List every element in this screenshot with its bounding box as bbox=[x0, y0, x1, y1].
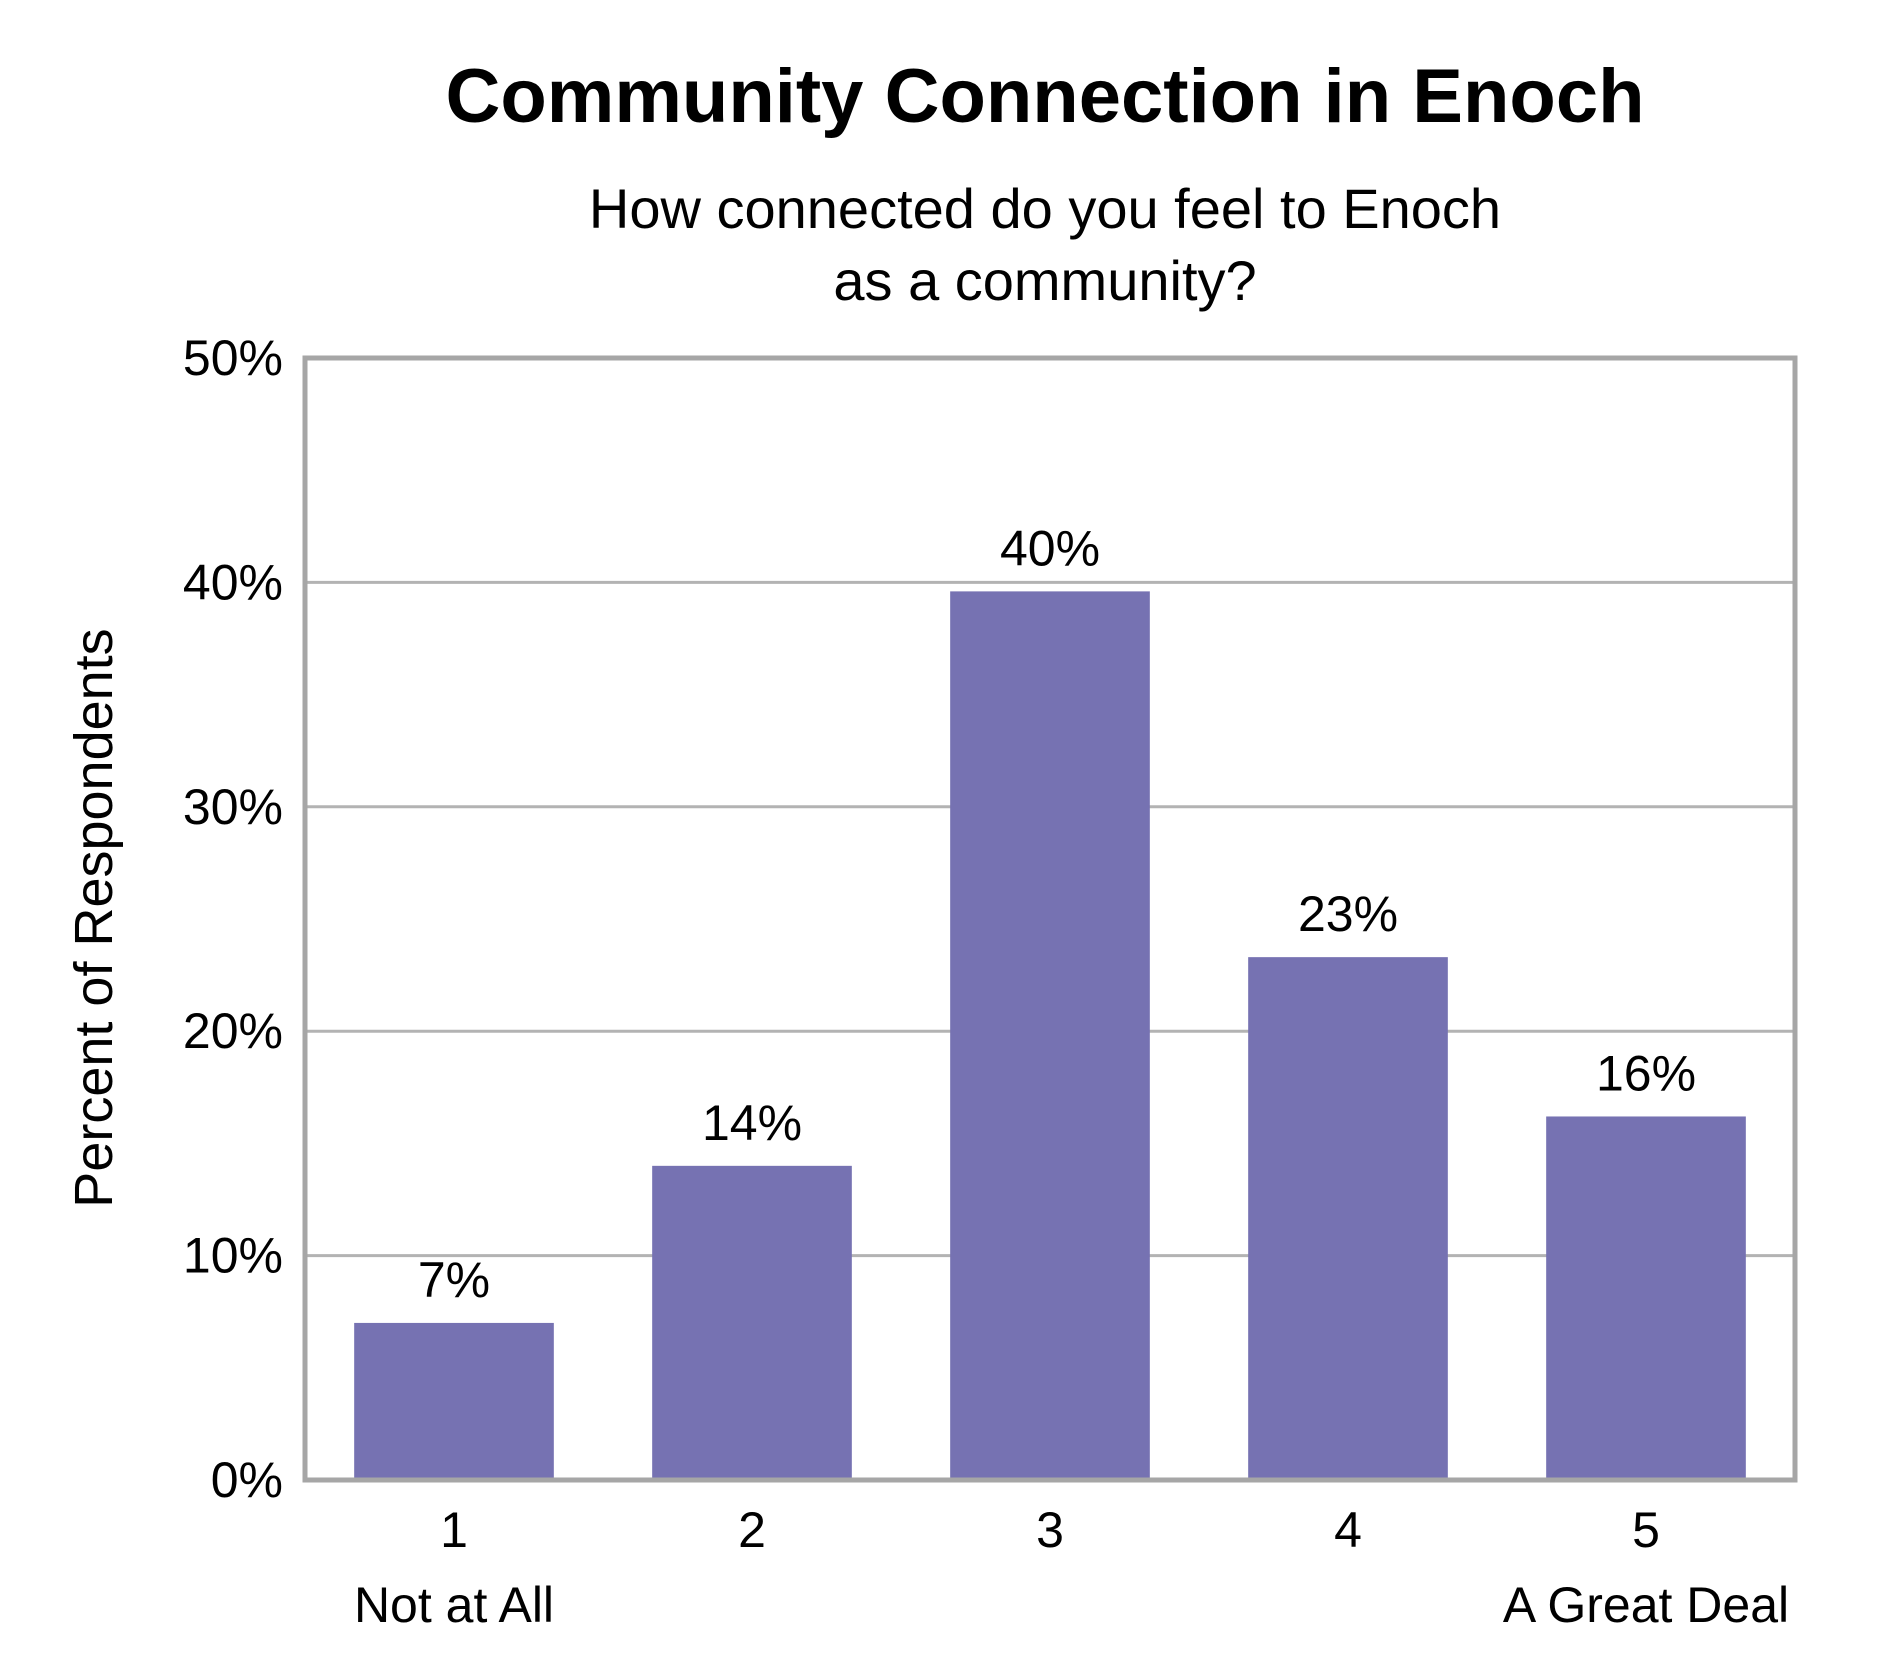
bar bbox=[1546, 1116, 1746, 1480]
data-label: 23% bbox=[1298, 886, 1398, 942]
data-label: 40% bbox=[1000, 520, 1100, 576]
x-tick-label: 2 bbox=[738, 1502, 766, 1558]
y-tick-label: 0% bbox=[211, 1452, 283, 1508]
bar bbox=[354, 1322, 554, 1480]
y-tick-label: 40% bbox=[183, 554, 283, 610]
x-tick-sublabel: A Great Deal bbox=[1503, 1577, 1789, 1633]
data-label: 16% bbox=[1596, 1045, 1696, 1101]
chart-subtitle-line-1: How connected do you feel to Enoch bbox=[589, 177, 1501, 240]
y-tick-label: 50% bbox=[183, 330, 283, 386]
y-tick-label: 30% bbox=[183, 779, 283, 835]
bar bbox=[652, 1165, 852, 1480]
bar bbox=[1248, 957, 1448, 1480]
x-tick-label: 5 bbox=[1632, 1502, 1660, 1558]
data-label: 7% bbox=[418, 1252, 490, 1308]
x-tick-sublabel: Not at All bbox=[354, 1577, 554, 1633]
y-axis-label: Percent of Respondents bbox=[64, 628, 124, 1207]
x-tick-label: 4 bbox=[1334, 1502, 1362, 1558]
bar bbox=[950, 591, 1150, 1480]
chart-subtitle-line-2: as a community? bbox=[833, 249, 1256, 312]
data-label: 14% bbox=[702, 1095, 802, 1151]
x-tick-label: 3 bbox=[1036, 1502, 1064, 1558]
y-tick-label: 10% bbox=[183, 1228, 283, 1284]
y-tick-label: 20% bbox=[183, 1003, 283, 1059]
chart-title: Community Connection in Enoch bbox=[445, 54, 1644, 139]
x-tick-label: 1 bbox=[440, 1502, 468, 1558]
plot-area-frame bbox=[302, 355, 1798, 1483]
